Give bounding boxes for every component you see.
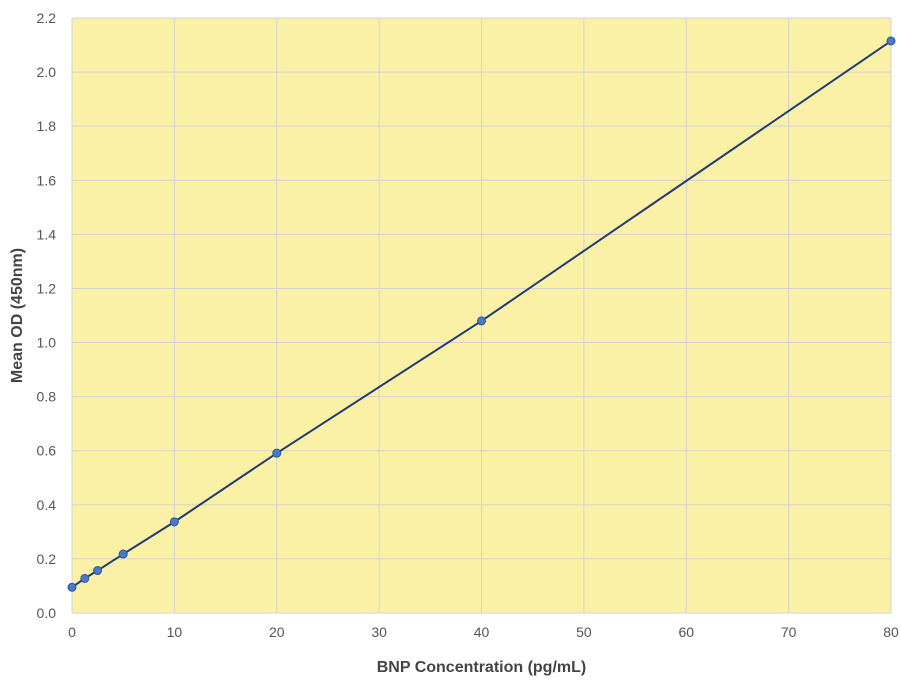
x-tick-label: 80 (883, 624, 899, 640)
y-tick-label: 0.8 (37, 389, 57, 405)
x-tick-label: 30 (371, 624, 387, 640)
x-tick-label: 50 (576, 624, 592, 640)
data-point (118, 549, 128, 559)
y-tick-label: 1.6 (37, 172, 57, 188)
x-tick-label: 70 (781, 624, 797, 640)
y-tick-label: 0.6 (37, 443, 57, 459)
data-point (80, 573, 90, 583)
vertical-gridlines (71, 18, 892, 613)
x-tick-label: 0 (68, 624, 76, 640)
x-axis-tick-labels: 0 10 20 30 40 50 60 70 80 (68, 624, 899, 640)
x-tick-label: 40 (474, 624, 490, 640)
y-tick-label: 0.4 (37, 497, 57, 513)
y-tick-label: 2.2 (37, 10, 57, 26)
y-tick-label: 0.0 (37, 605, 57, 621)
series-layer (67, 36, 896, 592)
y-tick-label: 1.2 (37, 280, 57, 296)
y-axis-title: Mean OD (450nm) (9, 248, 26, 383)
data-point (67, 582, 77, 592)
horizontal-gridlines (72, 17, 891, 614)
y-tick-label: 0.2 (37, 551, 57, 567)
data-point (272, 448, 282, 458)
data-point (93, 566, 103, 576)
y-tick-label: 1.8 (37, 118, 57, 134)
x-tick-label: 60 (678, 624, 694, 640)
y-axis-tick-labels: 0.0 0.2 0.4 0.6 0.8 1.0 1.2 1.4 1.6 1.8 2.0 2.2 (37, 10, 57, 621)
x-tick-label: 20 (269, 624, 285, 640)
data-point (886, 36, 896, 46)
y-tick-label: 2.0 (37, 64, 57, 80)
x-axis-title: BNP Concentration (pg/mL) (377, 659, 586, 676)
data-point (169, 517, 179, 527)
y-tick-label: 1.0 (37, 335, 57, 351)
data-point (477, 316, 486, 326)
y-tick-label: 1.4 (37, 226, 57, 242)
x-tick-label: 10 (167, 624, 183, 640)
